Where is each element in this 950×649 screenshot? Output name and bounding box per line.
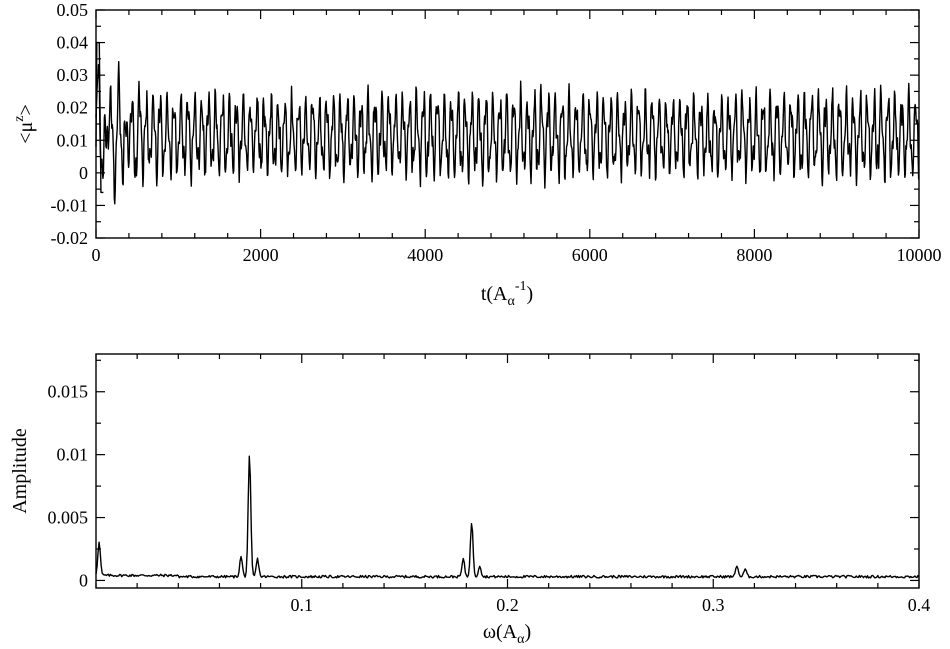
spectrum-panel: 0.1 0.2 0.3 0.4 0 0.005 0.01 0.015 ω(Aα) Amplit… (9, 353, 931, 647)
y-tick-label: 0.005 (48, 508, 89, 528)
y-tick-label: 0.01 (57, 130, 89, 150)
x-axis-label-top: t(Aα-1) (481, 279, 533, 309)
y-tick-label: 0.05 (57, 0, 89, 20)
x-tick-label: 0.3 (702, 595, 725, 615)
x-tick-label: 0.2 (496, 595, 519, 615)
x-tick-label: 0.4 (908, 595, 931, 615)
time-series-panel: 0 2000 4000 6000 8000 10000 -0.02 -0.01 0 0.01 0.0… (12, 0, 942, 309)
x-tick-label: 4000 (407, 245, 443, 265)
x-tick-label: 10000 (897, 245, 942, 265)
y-tick-label: 0.02 (57, 98, 89, 118)
y-tick-label: 0.015 (48, 382, 89, 402)
series-line-initial-transient (95, 41, 104, 194)
y-tick-label: -0.02 (51, 228, 89, 248)
x-tick-label: 8000 (736, 245, 772, 265)
series-line-spectrum (95, 455, 920, 579)
y-tick-label: 0.03 (57, 65, 89, 85)
axis-ticks-bottom: 0.1 0.2 0.3 0.4 0 0.005 0.01 0.015 (48, 354, 931, 615)
y-tick-label: -0.01 (51, 195, 89, 215)
plot-frame-bottom (95, 353, 920, 589)
x-tick-label: 2000 (243, 245, 279, 265)
x-tick-label: 6000 (572, 245, 608, 265)
y-tick-label: 0.04 (57, 33, 89, 53)
y-tick-label: 0 (79, 570, 88, 590)
x-tick-label: 0.1 (291, 595, 314, 615)
series-group-top (95, 41, 920, 205)
y-tick-label: 0.01 (57, 445, 89, 465)
series-line-magnetization (95, 60, 920, 205)
y-axis-label-bottom: Amplitude (9, 428, 31, 514)
x-tick-label: 0 (92, 245, 101, 265)
axis-ticks-top: 0 2000 4000 6000 8000 10000 -0.02 -0.01 0 0.01 0.0… (51, 0, 942, 265)
x-axis-label-bottom: ω(Aα) (483, 621, 531, 647)
series-group-bottom (95, 455, 920, 579)
y-tick-label: 0 (79, 163, 88, 183)
y-axis-label-top: <μz> (12, 104, 37, 144)
